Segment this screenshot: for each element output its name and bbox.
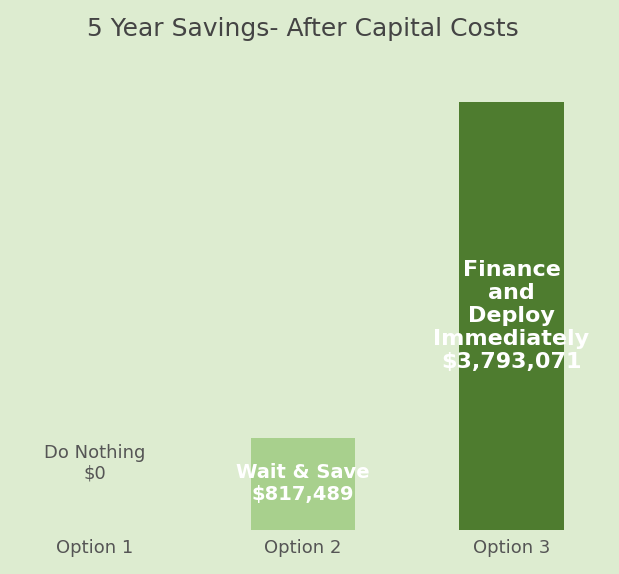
Text: Wait & Save
$817,489: Wait & Save $817,489 [236, 463, 370, 504]
Bar [459, 102, 564, 530]
Text: Finance
and
Deploy
Immediately
$3,793,071: Finance and Deploy Immediately $3,793,07… [433, 259, 590, 373]
Bar [251, 437, 355, 530]
Text: Do Nothing
$0: Do Nothing $0 [44, 444, 145, 482]
Title: 5 Year Savings- After Capital Costs: 5 Year Savings- After Capital Costs [87, 17, 519, 41]
